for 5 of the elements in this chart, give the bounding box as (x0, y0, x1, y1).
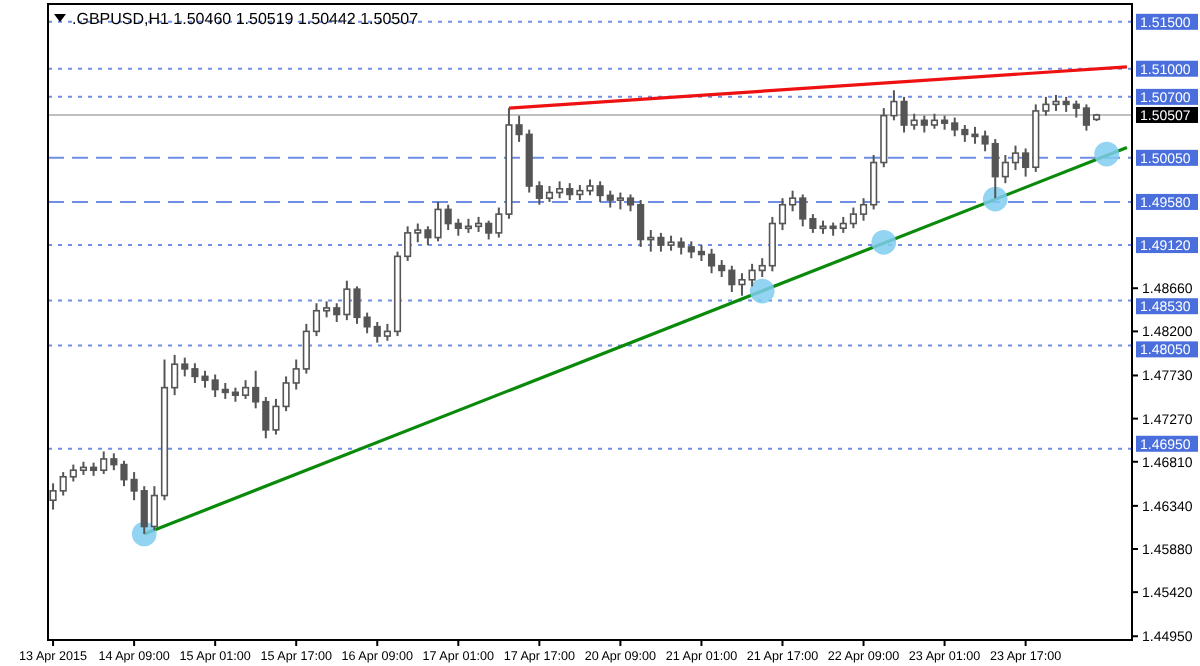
point (749, 278, 775, 304)
point (1094, 141, 1120, 167)
point (871, 229, 897, 255)
chart-title: .GBPUSD,H1 1.50460 1.50519 1.50442 1.50507 (72, 10, 420, 28)
point (982, 186, 1008, 212)
